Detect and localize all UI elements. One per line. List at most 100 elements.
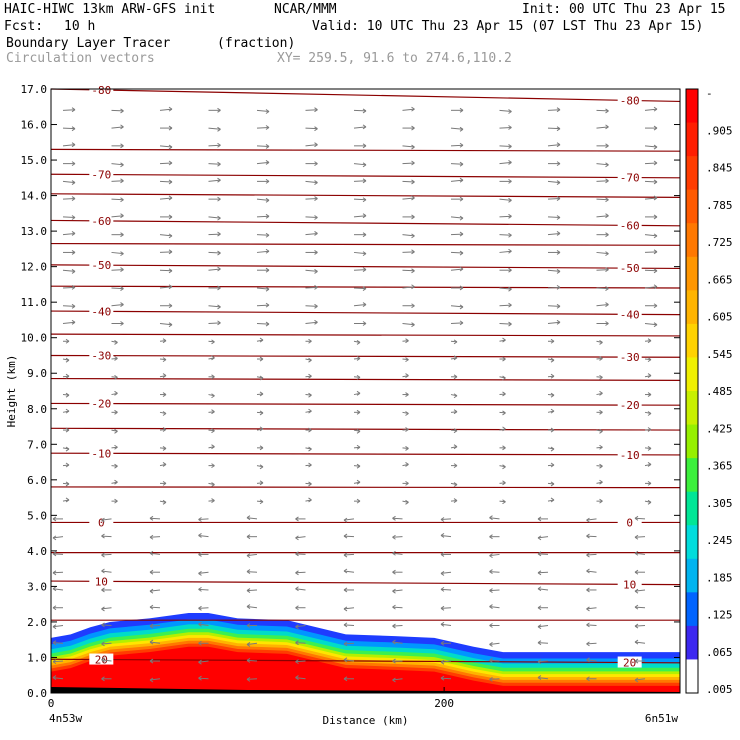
vector-head: [556, 303, 561, 309]
vector-head: [71, 180, 76, 185]
isotherm-label-bg: [617, 94, 642, 106]
vector-head: [653, 249, 658, 255]
circulation-vector: [111, 180, 124, 182]
vector-head: [198, 552, 202, 557]
org-label: NCAR/MMM: [274, 2, 337, 17]
vector-head: [605, 143, 609, 149]
vector-head: [120, 321, 124, 326]
vector-head: [362, 108, 367, 114]
vector-head: [259, 464, 264, 470]
isotherm-line: [50, 402, 681, 406]
isotherm-label-bg: [89, 397, 114, 409]
colorbar-label: .845: [706, 162, 733, 175]
vector-head: [211, 339, 215, 345]
circulation-vector: [537, 624, 549, 628]
vector-head: [586, 587, 590, 593]
vector-head: [392, 677, 396, 683]
y-tick-label: 14.0: [21, 190, 48, 203]
circulation-vector: [305, 109, 318, 111]
vector-head: [440, 533, 445, 538]
isotherm-label: -10: [620, 449, 640, 462]
vector-head: [162, 373, 167, 379]
vector-head: [459, 320, 464, 326]
vector-head: [314, 107, 318, 113]
circulation-vector: [547, 232, 561, 236]
vector-head: [556, 107, 561, 113]
vector-head: [114, 463, 118, 469]
circulation-vector: [353, 304, 367, 307]
vector-head: [362, 286, 367, 291]
circulation-vector: [52, 624, 64, 628]
vector-head: [168, 195, 173, 201]
circulation-vector: [644, 145, 658, 148]
circulation-vector: [149, 536, 161, 538]
colorbar-swatch: [686, 558, 698, 593]
circulation-vector: [208, 251, 221, 254]
circulation-vector: [644, 180, 658, 183]
vector-head: [168, 160, 173, 166]
vector-head: [343, 552, 348, 558]
vector-head: [217, 107, 221, 113]
colorbar-swatch: [686, 156, 698, 191]
circulation-vector: [305, 232, 318, 236]
vector-head: [65, 338, 70, 344]
circulation-vector: [586, 535, 597, 538]
vector-head: [114, 498, 118, 504]
vector-head: [265, 109, 270, 114]
vector-head: [459, 250, 464, 256]
vector-head: [586, 676, 590, 682]
vector-head: [314, 250, 318, 255]
vector-head: [295, 640, 299, 646]
circulation-vector: [392, 552, 403, 555]
isotherm-label: 0: [626, 516, 633, 529]
vector-head: [556, 319, 561, 325]
vector-head: [211, 374, 215, 380]
vector-head: [453, 409, 458, 415]
isotherm-line: [50, 285, 681, 289]
circulation-vector: [499, 304, 512, 307]
vector-head: [411, 125, 415, 131]
isotherm-label: -80: [91, 84, 111, 97]
circulation-vector: [634, 678, 646, 681]
circulation-vector: [149, 678, 161, 681]
circulation-vector: [644, 197, 658, 200]
vector-head: [489, 588, 493, 593]
fcst-value: 10 h: [64, 19, 96, 34]
vector-head: [308, 497, 312, 503]
vector-head: [605, 286, 609, 291]
vector-head: [259, 480, 264, 486]
vector-head: [586, 552, 590, 558]
isotherm-label: -80: [620, 94, 640, 107]
circulation-vector: [159, 162, 173, 165]
circulation-vector: [586, 607, 597, 610]
isotherm-label: -70: [620, 172, 640, 185]
vector-head: [508, 144, 512, 149]
circulation-vector: [208, 268, 221, 271]
vector-head: [295, 659, 299, 665]
vector-head: [634, 623, 639, 629]
vector-head: [556, 215, 561, 220]
circulation-vector: [198, 660, 209, 663]
vector-head: [211, 498, 215, 503]
vector-head: [65, 408, 70, 414]
circulation-vector: [295, 588, 306, 591]
vector-head: [599, 356, 603, 361]
vector-head: [198, 517, 202, 522]
isotherm-label: -60: [91, 215, 111, 228]
vector-head: [502, 426, 506, 432]
vector-head: [453, 393, 458, 399]
circulation-vector: [111, 215, 124, 218]
isotherm-label: -20: [91, 398, 111, 411]
vector-head: [71, 161, 76, 167]
circulation-vector: [343, 624, 355, 626]
vector-head: [295, 570, 299, 576]
vector-head: [356, 428, 361, 434]
vector-head: [168, 214, 173, 220]
circulation-vector: [596, 109, 609, 112]
y-tick-label: 0.0: [27, 687, 47, 700]
vector-head: [168, 144, 173, 150]
colorbar-swatch: [686, 592, 698, 627]
circulation-vector: [305, 269, 318, 272]
circulation-vector: [62, 109, 76, 111]
vector-head: [217, 161, 221, 167]
